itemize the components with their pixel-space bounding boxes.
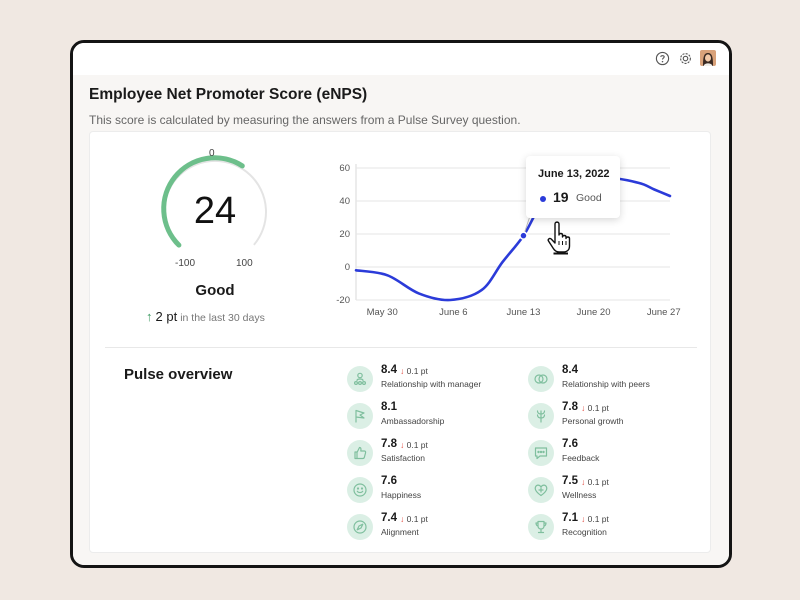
y-tick-label: -20: [336, 295, 350, 306]
metric-delta-text: 0.1 pt: [404, 366, 428, 376]
metric-value: 7.6: [562, 438, 578, 450]
metric-delta-text: 0.1 pt: [404, 440, 428, 450]
gauge-zero-label: 0: [209, 148, 215, 159]
main-panel: Employee Net Promoter Score (eNPS) This …: [73, 75, 729, 565]
decline-arrow-icon: ↓: [400, 514, 405, 524]
pulse-metric[interactable]: 8.1 Ambassadorship: [347, 401, 517, 431]
metric-delta: ↓ 0.1 pt: [400, 440, 428, 450]
metric-delta: ↓ 0.1 pt: [581, 403, 609, 413]
trophy-icon: [528, 514, 554, 540]
metric-label: Happiness: [381, 490, 422, 500]
metric-value: 7.1: [562, 512, 578, 524]
thumbs-up-icon: [347, 440, 373, 466]
people-icon: [347, 366, 373, 392]
section-divider: [105, 347, 697, 348]
x-tick-label: June 13: [507, 307, 541, 318]
decline-arrow-icon: ↓: [400, 440, 405, 450]
pulse-metric[interactable]: 7.4 ↓ 0.1 pt Alignment: [347, 512, 517, 542]
pulse-overview-title: Pulse overview: [124, 366, 233, 383]
metric-value: 7.8: [381, 438, 397, 450]
pulse-metric[interactable]: 7.8 ↓ 0.1 pt Personal growth: [528, 401, 698, 431]
pulse-metric[interactable]: 8.4 ↓ 0.1 pt Relationship with manager: [347, 364, 517, 394]
metric-delta: ↓ 0.1 pt: [400, 366, 428, 376]
compass-icon: [347, 514, 373, 540]
metric-label: Feedback: [562, 453, 600, 463]
decline-arrow-icon: ↓: [581, 514, 586, 524]
tooltip-date: June 13, 2022: [538, 168, 610, 180]
enps-score: 24: [193, 190, 237, 232]
metric-delta-text: 0.1 pt: [404, 514, 428, 524]
help-icon[interactable]: [655, 51, 670, 66]
decline-arrow-icon: ↓: [581, 403, 586, 413]
chat-icon: [528, 440, 554, 466]
avatar[interactable]: [700, 50, 716, 66]
flag-icon: [347, 403, 373, 429]
score-gauge: [161, 155, 267, 248]
y-tick-label: 60: [339, 163, 350, 174]
x-tick-label: June 27: [647, 307, 681, 318]
score-rating: Good: [195, 282, 235, 299]
metric-label: Ambassadorship: [381, 416, 445, 426]
trend-description: in the last 30 days: [180, 312, 265, 324]
y-tick-label: 40: [339, 196, 350, 207]
highlight-point[interactable]: [519, 231, 528, 240]
metric-label: Satisfaction: [381, 453, 425, 463]
pulse-metric[interactable]: 7.6 Feedback: [528, 438, 698, 468]
peers-icon: [528, 366, 554, 392]
metric-label: Recognition: [562, 527, 607, 537]
gauge-min-label: -100: [175, 258, 196, 269]
enps-card: 0 24 -100 100 Good ↑ 2 pt in the last 30 d…: [89, 131, 711, 553]
metric-value: 8.4: [562, 364, 578, 376]
metric-delta-text: 0.1 pt: [585, 477, 609, 487]
y-tick-label: 0: [345, 262, 350, 273]
chart-tooltip: June 13, 2022 19 Good: [526, 156, 620, 218]
x-tick-label: June 6: [439, 307, 468, 318]
pulse-metric[interactable]: 8.4 Relationship with peers: [528, 364, 698, 394]
growth-icon: [528, 403, 554, 429]
hand-cursor-icon: [547, 221, 571, 255]
gauge-max-label: 100: [236, 258, 253, 269]
metric-label: Personal growth: [562, 416, 624, 426]
top-bar: [73, 43, 729, 75]
metric-label: Alignment: [381, 527, 419, 537]
tooltip-value: 19: [553, 189, 569, 205]
metric-value: 7.4: [381, 512, 397, 524]
metric-delta-text: 0.1 pt: [585, 514, 609, 524]
metric-value: 7.5: [562, 475, 578, 487]
pulse-metric[interactable]: 7.1 ↓ 0.1 pt Recognition: [528, 512, 698, 542]
metric-delta: ↓ 0.1 pt: [581, 477, 609, 487]
pulse-metric[interactable]: 7.5 ↓ 0.1 pt Wellness: [528, 475, 698, 505]
metric-value: 8.1: [381, 401, 397, 413]
enps-line-chart: 60 40 20 0 -20 May 30 June 6 June 13 June 20 June…: [336, 163, 681, 318]
tooltip-series-dot: [540, 196, 546, 202]
metric-label: Wellness: [562, 490, 597, 500]
metric-value: 7.8: [562, 401, 578, 413]
metric-value: 8.4: [381, 364, 397, 376]
x-tick-label: June 20: [577, 307, 611, 318]
settings-icon[interactable]: [678, 51, 693, 66]
app-window: Employee Net Promoter Score (eNPS) This …: [70, 40, 732, 568]
series-line: [354, 176, 672, 302]
metric-delta: ↓ 0.1 pt: [400, 514, 428, 524]
metric-label: Relationship with manager: [381, 379, 482, 389]
decline-arrow-icon: ↓: [400, 366, 405, 376]
page-subtitle: This score is calculated by measuring th…: [89, 113, 521, 127]
metric-value: 7.6: [381, 475, 397, 487]
x-tick-label: May 30: [367, 307, 398, 318]
heart-icon: [528, 477, 554, 503]
y-tick-label: 20: [339, 229, 350, 240]
tooltip-rating: Good: [576, 192, 602, 204]
metric-label: Relationship with peers: [562, 379, 650, 389]
decline-arrow-icon: ↓: [581, 477, 586, 487]
trend-indicator: ↑ 2 pt in the last 30 days: [146, 308, 265, 326]
gauge-fill: [161, 155, 245, 248]
pulse-metric[interactable]: 7.8 ↓ 0.1 pt Satisfaction: [347, 438, 517, 468]
smiley-icon: [347, 477, 373, 503]
page-title: Employee Net Promoter Score (eNPS): [89, 86, 368, 103]
trend-up-arrow-icon: ↑: [146, 309, 153, 324]
trend-value: 2 pt: [155, 309, 178, 324]
metric-delta: ↓ 0.1 pt: [581, 514, 609, 524]
metric-delta-text: 0.1 pt: [585, 403, 609, 413]
pulse-metric[interactable]: 7.6 Happiness: [347, 475, 517, 505]
